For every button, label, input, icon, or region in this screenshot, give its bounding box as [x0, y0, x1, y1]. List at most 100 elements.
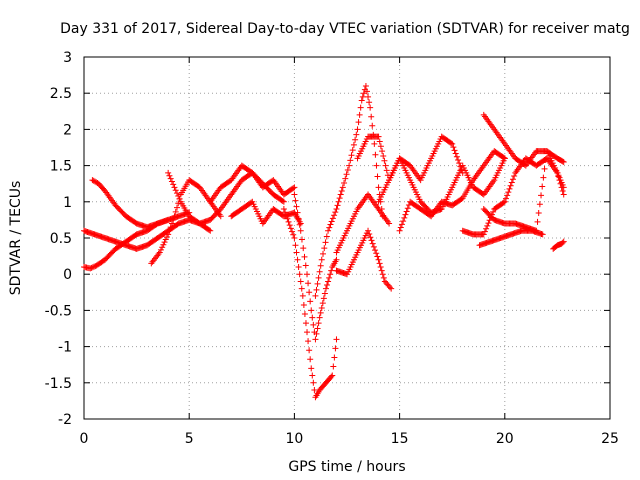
data-point [349, 147, 356, 154]
data-point [539, 183, 546, 190]
data-point [315, 274, 322, 281]
data-point [297, 220, 304, 227]
data-point [558, 184, 565, 191]
data-point [557, 180, 564, 187]
data-point [542, 156, 549, 163]
data-point [370, 243, 377, 250]
data-point [353, 131, 360, 138]
axis-ticks [83, 56, 611, 420]
data-point [329, 215, 336, 222]
data-point [170, 216, 177, 223]
data-point [93, 179, 100, 186]
data-point [501, 155, 508, 162]
series-track-13 [354, 133, 466, 184]
data-point [166, 227, 173, 234]
data-point [314, 325, 321, 332]
data-point [317, 262, 324, 269]
data-point [555, 173, 562, 180]
data-point [375, 256, 382, 263]
data-point [560, 158, 567, 165]
data-point [317, 309, 324, 316]
data-point [165, 231, 172, 238]
data-point [313, 330, 320, 337]
data-point [507, 182, 514, 189]
data-point [285, 218, 292, 225]
data-point [534, 218, 541, 225]
data-point [163, 233, 170, 240]
data-point [304, 271, 311, 278]
series-track-7 [228, 198, 304, 227]
data-point [352, 136, 359, 143]
data-point [298, 236, 305, 243]
data-point [173, 190, 180, 197]
data-point [533, 227, 540, 234]
data-point [161, 239, 168, 246]
data-point [453, 153, 460, 160]
data-point [290, 185, 297, 192]
data-point [333, 206, 340, 213]
data-point [484, 222, 491, 229]
data-point [559, 187, 566, 194]
data-point [304, 329, 311, 336]
data-point [332, 345, 339, 352]
data-point [91, 263, 98, 270]
data-point [368, 113, 375, 120]
data-point [388, 285, 395, 292]
data-point [300, 301, 307, 308]
y-tick-label: -0.5 [45, 303, 72, 319]
data-point [207, 227, 214, 234]
data-point [560, 191, 567, 198]
data-point [559, 239, 566, 246]
data-point [314, 280, 321, 287]
data-point [329, 372, 336, 379]
data-point [450, 144, 457, 151]
data-point [560, 238, 567, 245]
data-point [284, 215, 291, 222]
y-tick-labels: -2 -1.5 -1 -0.5 0 0.5 1 1.5 2 2.5 3 [45, 50, 72, 428]
data-point [167, 224, 174, 231]
data-point [375, 133, 382, 140]
data-point [159, 244, 166, 251]
data-point [372, 247, 379, 254]
data-point [380, 274, 387, 281]
data-point [383, 279, 390, 286]
data-point [381, 278, 388, 285]
data-point [289, 228, 296, 235]
data-point [357, 104, 364, 111]
data-point [292, 242, 299, 249]
data-point [362, 82, 369, 89]
data-point [554, 169, 561, 176]
data-point [90, 177, 97, 184]
data-point [170, 181, 177, 188]
x-tick-label: 0 [80, 431, 89, 447]
data-point [295, 215, 302, 222]
data-point [331, 212, 338, 219]
data-point [365, 227, 372, 234]
data-point [326, 274, 333, 281]
x-tick-label: 10 [285, 431, 303, 447]
data-point [172, 208, 179, 215]
data-point [367, 234, 374, 241]
data-point [300, 245, 307, 252]
data-point [382, 162, 389, 169]
x-tick-label: 20 [496, 431, 514, 447]
y-tick-label: 0.5 [50, 231, 72, 247]
data-point [343, 171, 350, 178]
data-point [386, 284, 393, 291]
data-point [316, 314, 323, 321]
data-points [81, 82, 567, 401]
data-point [538, 192, 545, 199]
data-point [332, 209, 339, 216]
data-point [452, 150, 459, 157]
data-point [312, 292, 319, 299]
data-point [448, 140, 455, 147]
data-point [359, 93, 366, 100]
data-point [333, 336, 340, 343]
data-point [506, 185, 513, 192]
data-point [328, 218, 335, 225]
data-point [541, 165, 548, 172]
data-point [291, 191, 298, 198]
data-point [313, 286, 320, 293]
data-point [373, 250, 380, 257]
